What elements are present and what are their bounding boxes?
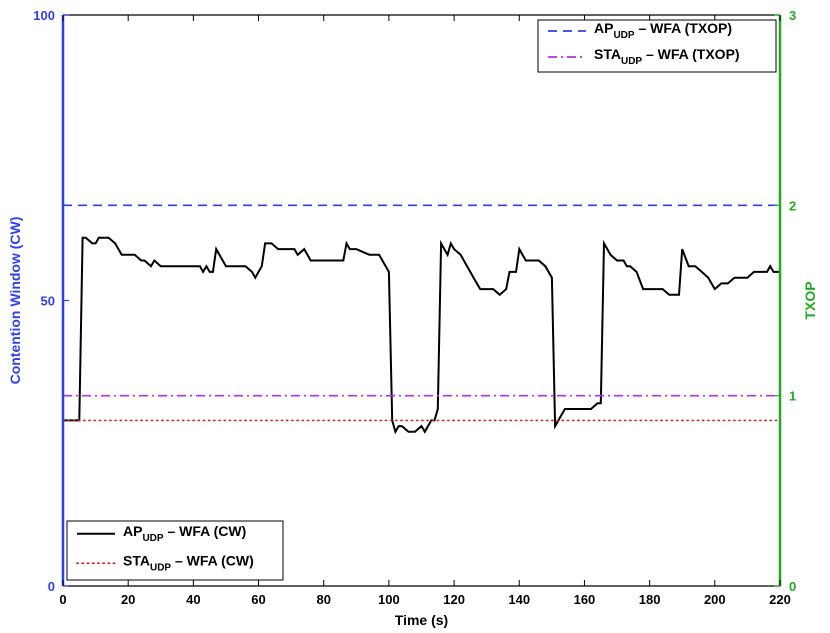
legend-label: STAUDP – WFA (CW): [123, 552, 254, 573]
y-left-tick-label: 100: [33, 8, 55, 23]
y-left-tick-label: 50: [41, 294, 55, 309]
legend-top-right: APUDP – WFA (TXOP) STAUDP – WFA (TXOP): [537, 19, 777, 73]
y-right-tick-label: 0: [789, 579, 796, 594]
y-left-tick-label: 0: [48, 579, 55, 594]
y-right-tick-label: 1: [789, 389, 796, 404]
x-axis-label: Time (s): [395, 612, 448, 628]
axes-layer: 0 20 40 60 80 100 120 140 160 180 200 2200501000123…: [7, 8, 818, 628]
legend-bottom-left: APUDP – WFA (CW) STAUDP – WFA (CW): [66, 520, 284, 581]
legend-label: APUDP – WFA (TXOP): [594, 20, 732, 41]
y-right-axis-label: TXOP: [802, 281, 818, 319]
x-tick-label: 40: [186, 592, 200, 607]
legend-box: [66, 520, 284, 581]
legend-layer: APUDP – WFA (TXOP)STAUDP – WFA (TXOP)APU…: [66, 19, 777, 581]
x-tick-label: 200: [704, 592, 726, 607]
y-right-tick-label: 2: [789, 198, 796, 213]
y-left-axis-label: Contention Window (CW): [7, 217, 23, 385]
x-tick-label: 120: [443, 592, 465, 607]
x-tick-label: 220: [769, 592, 791, 607]
x-tick-label: 20: [121, 592, 135, 607]
legend-box: [537, 19, 777, 73]
series-layer: [62, 204, 781, 435]
x-tick-label: 180: [639, 592, 661, 607]
x-tick-label: 160: [574, 592, 596, 607]
legend-label: APUDP – WFA (CW): [123, 523, 246, 544]
x-tick-label: 140: [508, 592, 530, 607]
x-tick-label: 100: [378, 592, 400, 607]
x-tick-label: 60: [251, 592, 265, 607]
x-tick-label: 80: [316, 592, 330, 607]
series-line-ap-cw: [63, 236, 780, 435]
legend-label: STAUDP – WFA (TXOP): [594, 46, 740, 67]
x-tick-label: 0: [59, 592, 66, 607]
y-right-tick-label: 3: [789, 8, 796, 23]
